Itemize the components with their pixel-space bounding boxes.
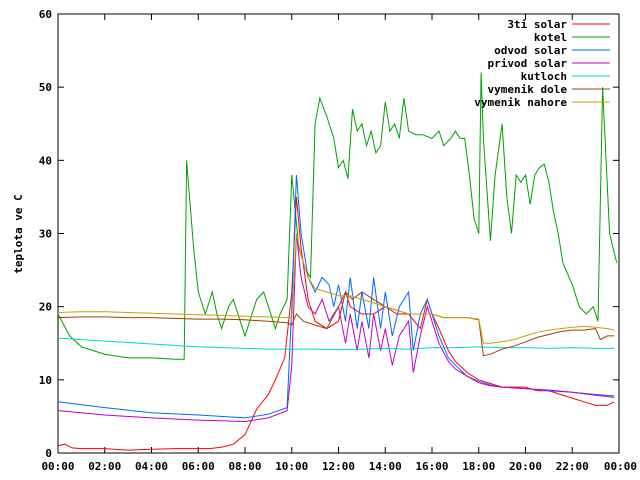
x-tick-label: 06:00 — [182, 460, 215, 473]
legend-label: vymenik nahore — [474, 96, 567, 109]
x-tick-label: 04:00 — [135, 460, 168, 473]
legend-label: kotel — [534, 31, 567, 44]
x-tick-label: 00:00 — [604, 460, 637, 473]
x-tick-label: 12:00 — [322, 460, 355, 473]
x-tick-label: 10:00 — [275, 460, 308, 473]
y-tick-label: 0 — [45, 447, 52, 460]
series-group — [57, 72, 618, 451]
series-line-2 — [57, 174, 615, 419]
series-line-5 — [57, 291, 615, 357]
x-tick-label: 08:00 — [228, 460, 261, 473]
series-line-4 — [57, 337, 615, 351]
axis-ticks: 0 10 20 30 40 50 60 00:00 02:00 04:00 06:00 08:00 10… — [39, 8, 637, 473]
legend-label: kutloch — [521, 70, 567, 83]
x-tick-label: 22:00 — [556, 460, 589, 473]
x-tick-label: 16:00 — [415, 460, 448, 473]
legend-label: odvod solar — [494, 44, 567, 57]
x-tick-label: 00:00 — [41, 460, 74, 473]
series-line-6 — [57, 233, 615, 344]
x-tick-label: 18:00 — [462, 460, 495, 473]
x-tick-label: 02:00 — [88, 460, 121, 473]
x-tick-label: 14:00 — [369, 460, 402, 473]
y-tick-label: 30 — [39, 228, 52, 241]
y-axis-label: teplota ve C — [12, 194, 25, 273]
x-tick-label: 20:00 — [509, 460, 542, 473]
y-tick-label: 10 — [39, 374, 52, 387]
series-line-3 — [57, 233, 615, 423]
legend-label: privod solar — [488, 57, 568, 70]
series-line-0 — [57, 196, 615, 451]
legend-label: vymenik dole — [488, 83, 568, 96]
y-tick-label: 60 — [39, 8, 52, 21]
legend-label: 3ti solar — [507, 18, 567, 31]
y-tick-label: 50 — [39, 81, 52, 94]
y-tick-label: 20 — [39, 301, 52, 314]
series-line-1 — [57, 72, 618, 360]
y-tick-label: 40 — [39, 154, 52, 167]
